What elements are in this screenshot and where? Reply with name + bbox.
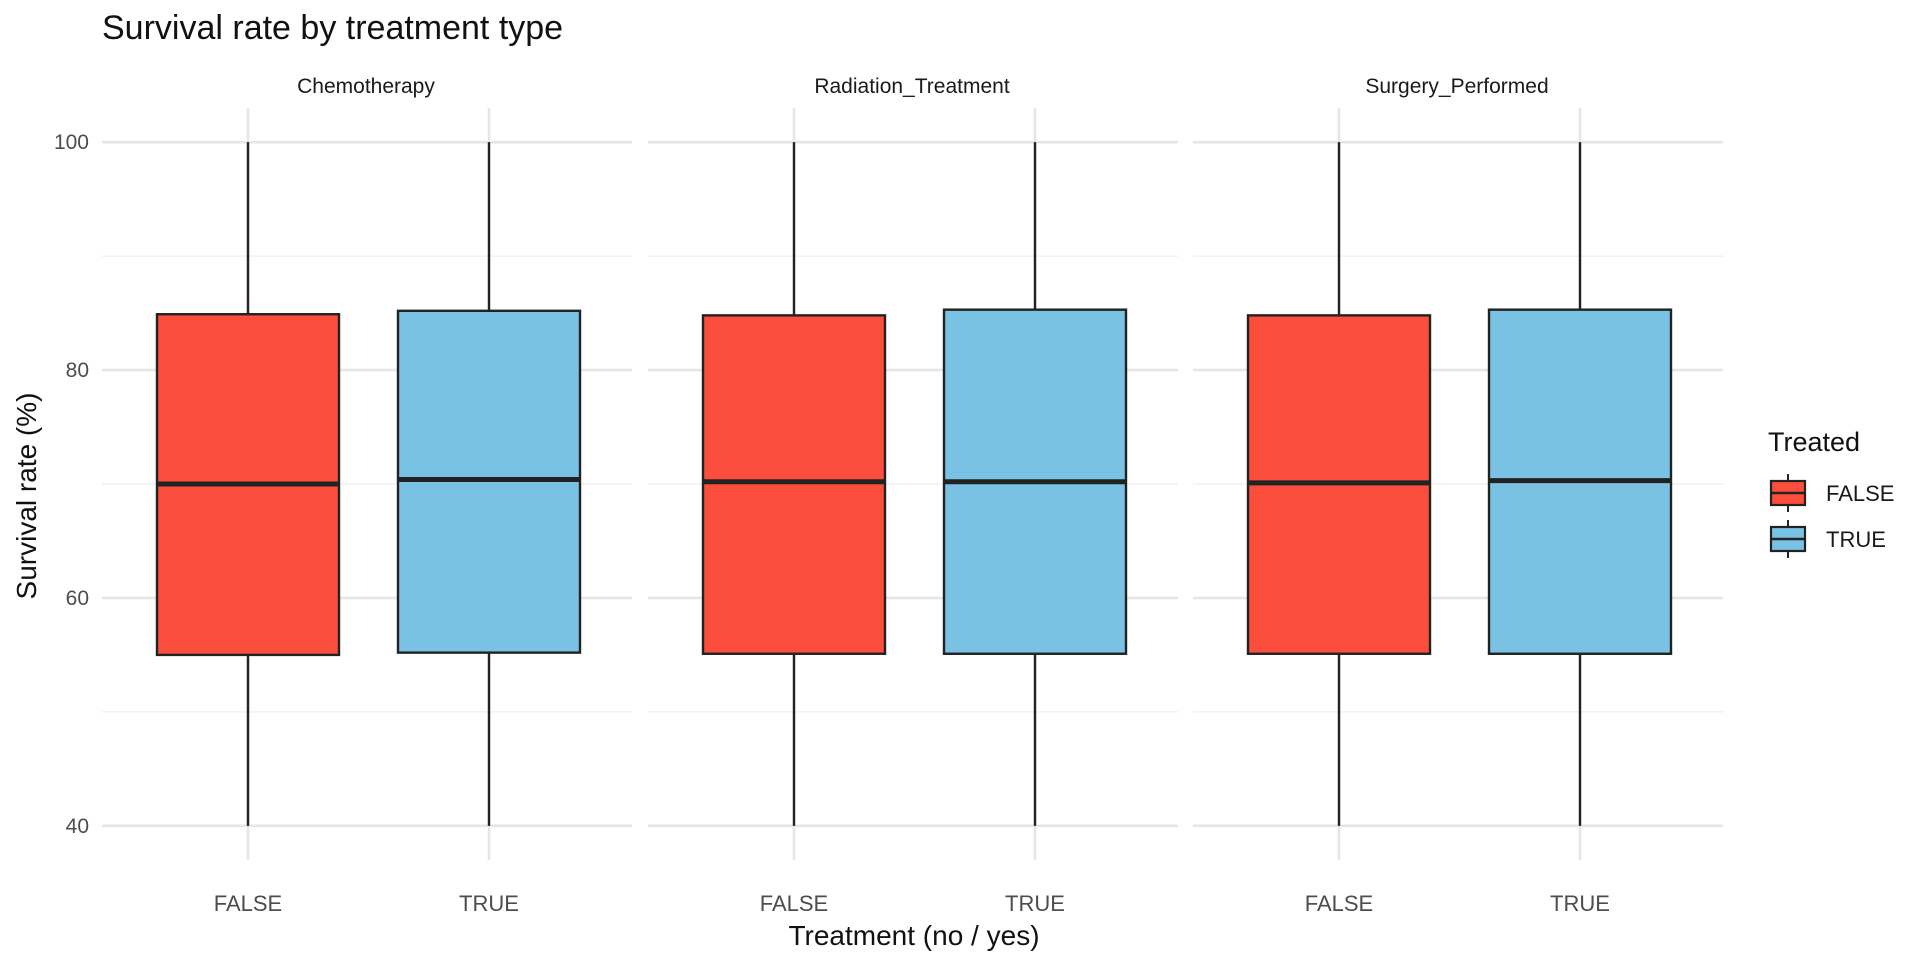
x-tick-label: TRUE (1005, 891, 1065, 916)
box-false (1246, 142, 1432, 826)
legend-items: FALSE TRUE (1769, 474, 1894, 558)
x-tick-label: TRUE (459, 891, 519, 916)
x-tick-label: FALSE (214, 891, 282, 916)
facet-panel: Radiation_Treatment FALSE TRUE (648, 75, 1178, 916)
legend-label: TRUE (1826, 527, 1886, 552)
y-tick-label: 100 (54, 131, 89, 154)
box-false (155, 142, 341, 826)
legend-item: TRUE (1769, 520, 1886, 558)
facet-panel: Chemotherapy FALSE TRUE (102, 75, 632, 916)
facet-strip-label: Radiation_Treatment (814, 75, 1009, 98)
y-axis-title: Survival rate (%) (11, 393, 42, 600)
legend: Treated FALSE TRUE (1768, 427, 1894, 558)
y-tick-label: 40 (66, 815, 89, 838)
box-body (701, 314, 887, 655)
legend-label: FALSE (1826, 481, 1894, 506)
facet-strip-label: Chemotherapy (297, 75, 435, 98)
box-true (1487, 142, 1673, 826)
chart-title: Survival rate by treatment type (102, 9, 563, 47)
legend-item: FALSE (1769, 474, 1894, 512)
box-false (701, 142, 887, 826)
facet-panel: Surgery_Performed FALSE TRUE (1193, 75, 1723, 916)
facet-strip-label: Surgery_Performed (1365, 75, 1548, 98)
y-axis: 40 60 80 100 (54, 131, 89, 838)
x-tick-label: FALSE (760, 891, 828, 916)
y-tick-label: 80 (66, 359, 89, 382)
x-axis-title: Treatment (no / yes) (788, 920, 1039, 951)
box-true (942, 142, 1128, 826)
box-true (396, 142, 582, 826)
legend-title: Treated (1768, 427, 1860, 457)
x-tick-label: TRUE (1550, 891, 1610, 916)
y-tick-label: 60 (66, 587, 89, 610)
x-tick-label: FALSE (1305, 891, 1373, 916)
